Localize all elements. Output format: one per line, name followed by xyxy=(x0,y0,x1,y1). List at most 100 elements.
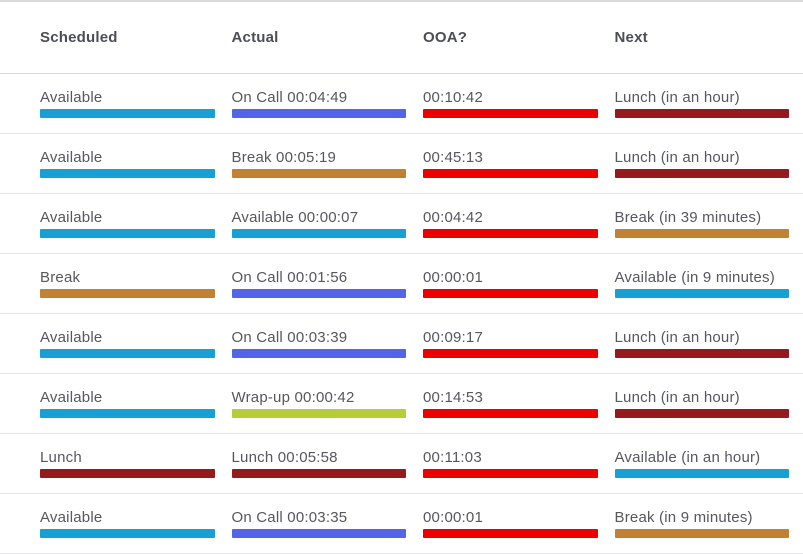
actual-cell: On Call 00:01:56 xyxy=(231,268,406,298)
status-label: 00:11:03 xyxy=(423,448,482,466)
table-header: Scheduled Actual OOA? Next xyxy=(0,2,803,74)
status-label: On Call 00:03:39 xyxy=(231,328,348,346)
actual-cell: On Call 00:03:35 xyxy=(231,508,406,538)
table-row[interactable]: Available Break 00:05:19 00:45:13 Lunch … xyxy=(0,134,803,194)
next-cell: Available (in 9 minutes) xyxy=(614,268,789,298)
next-cell: Available (in an hour) xyxy=(614,448,789,478)
table-body: Available On Call 00:04:49 00:10:42 Lunc… xyxy=(0,74,803,554)
status-bar xyxy=(231,528,406,538)
status-label: Wrap-up 00:00:42 xyxy=(231,388,355,406)
table-row[interactable]: Available On Call 00:04:49 00:10:42 Lunc… xyxy=(0,74,803,134)
ooa-cell: 00:10:42 xyxy=(423,88,598,118)
status-label: Lunch xyxy=(40,448,82,466)
next-cell: Lunch (in an hour) xyxy=(614,328,789,358)
status-label: Break xyxy=(40,268,81,286)
status-bar xyxy=(40,228,215,238)
table-row[interactable]: Lunch Lunch 00:05:58 00:11:03 Available … xyxy=(0,434,803,494)
status-bar xyxy=(423,348,598,358)
status-bar xyxy=(231,228,406,238)
scheduled-cell: Lunch xyxy=(40,448,215,478)
status-label: Break 00:05:19 xyxy=(231,148,337,166)
status-bar xyxy=(231,108,406,118)
status-bar xyxy=(423,528,598,538)
status-bar xyxy=(614,228,789,238)
scheduled-cell: Available xyxy=(40,388,215,418)
status-bar xyxy=(231,468,406,478)
table-row[interactable]: Available On Call 00:03:39 00:09:17 Lunc… xyxy=(0,314,803,374)
next-cell: Break (in 39 minutes) xyxy=(614,208,789,238)
column-header-next: Next xyxy=(614,29,648,46)
actual-cell: Available 00:00:07 xyxy=(231,208,406,238)
status-bar xyxy=(40,168,215,178)
ooa-cell: 00:00:01 xyxy=(423,268,598,298)
column-header-scheduled: Scheduled xyxy=(40,29,118,46)
status-label: Break (in 39 minutes) xyxy=(614,208,762,226)
next-cell: Lunch (in an hour) xyxy=(614,388,789,418)
scheduled-cell: Available xyxy=(40,508,215,538)
status-bar xyxy=(614,288,789,298)
status-label: Available xyxy=(40,148,103,166)
ooa-cell: 00:09:17 xyxy=(423,328,598,358)
status-label: On Call 00:03:35 xyxy=(231,508,348,526)
actual-cell: Wrap-up 00:00:42 xyxy=(231,388,406,418)
actual-cell: Break 00:05:19 xyxy=(231,148,406,178)
status-label: 00:10:42 xyxy=(423,88,483,106)
status-bar xyxy=(231,348,406,358)
status-bar xyxy=(231,168,406,178)
status-label: Available (in 9 minutes) xyxy=(614,268,775,286)
status-label: Available xyxy=(40,508,103,526)
status-label: Available 00:00:07 xyxy=(231,208,359,226)
status-label: 00:45:13 xyxy=(423,148,483,166)
actual-cell: On Call 00:03:39 xyxy=(231,328,406,358)
table-row[interactable]: Available On Call 00:03:35 00:00:01 Brea… xyxy=(0,494,803,554)
status-label: Lunch 00:05:58 xyxy=(231,448,338,466)
status-label: On Call 00:01:56 xyxy=(231,268,348,286)
status-bar xyxy=(614,528,789,538)
status-bar xyxy=(423,288,598,298)
ooa-cell: 00:00:01 xyxy=(423,508,598,538)
status-bar xyxy=(423,468,598,478)
status-bar xyxy=(614,408,789,418)
status-label: Available xyxy=(40,388,103,406)
scheduled-cell: Available xyxy=(40,148,215,178)
status-label: Available (in an hour) xyxy=(614,448,761,466)
actual-cell: Lunch 00:05:58 xyxy=(231,448,406,478)
status-label: On Call 00:04:49 xyxy=(231,88,348,106)
status-label: 00:00:01 xyxy=(423,268,483,286)
status-label: 00:04:42 xyxy=(423,208,483,226)
actual-cell: On Call 00:04:49 xyxy=(231,88,406,118)
status-bar xyxy=(614,468,789,478)
status-label: Lunch (in an hour) xyxy=(614,388,740,406)
status-label: 00:09:17 xyxy=(423,328,483,346)
table-row[interactable]: Available Available 00:00:07 00:04:42 Br… xyxy=(0,194,803,254)
next-cell: Lunch (in an hour) xyxy=(614,88,789,118)
status-bar xyxy=(40,288,215,298)
status-label: Lunch (in an hour) xyxy=(614,328,740,346)
status-label: Available xyxy=(40,328,103,346)
status-bar xyxy=(40,408,215,418)
status-bar xyxy=(614,108,789,118)
next-cell: Break (in 9 minutes) xyxy=(614,509,789,538)
scheduled-cell: Break xyxy=(40,268,215,298)
column-header-actual: Actual xyxy=(231,29,279,46)
status-bar xyxy=(40,348,215,358)
ooa-cell: 00:04:42 xyxy=(423,208,598,238)
status-bar xyxy=(423,168,598,178)
column-header-ooa: OOA? xyxy=(423,29,468,46)
scheduled-cell: Available xyxy=(40,209,215,238)
table-row[interactable]: Available Wrap-up 00:00:42 00:14:53 Lunc… xyxy=(0,374,803,434)
status-label: 00:00:01 xyxy=(423,508,483,526)
status-bar xyxy=(614,348,789,358)
scheduled-cell: Available xyxy=(40,328,215,358)
status-label: Lunch (in an hour) xyxy=(614,88,740,106)
status-bar xyxy=(423,108,598,118)
next-cell: Lunch (in an hour) xyxy=(614,148,789,178)
ooa-cell: 00:45:13 xyxy=(423,148,598,178)
status-bar xyxy=(423,408,598,418)
table-row[interactable]: Break On Call 00:01:56 00:00:01 Availabl… xyxy=(0,254,803,314)
status-bar xyxy=(423,228,598,238)
status-bar xyxy=(40,108,215,118)
status-label: Lunch (in an hour) xyxy=(614,148,740,166)
status-bar xyxy=(231,408,406,418)
